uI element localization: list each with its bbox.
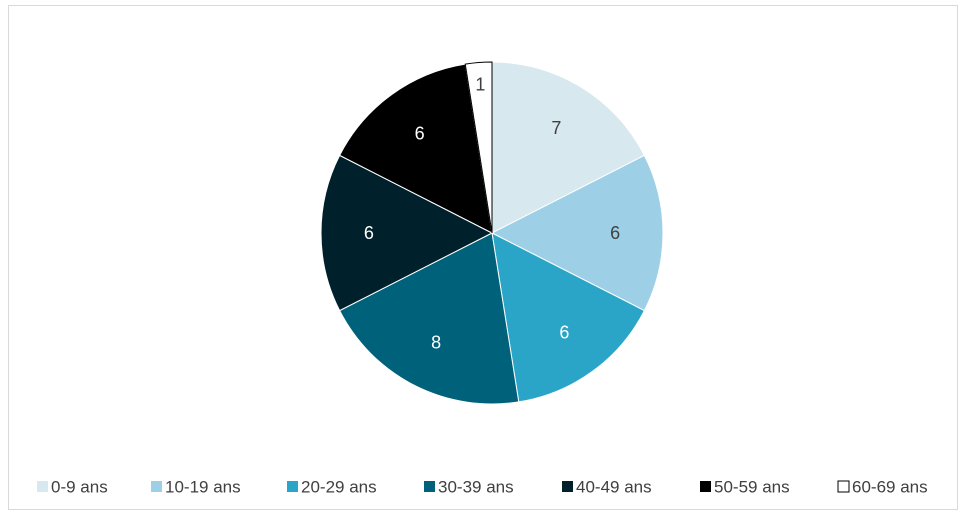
data-labels: 7 6 6 8 6 6 1	[364, 75, 620, 353]
legend-label-10-19-ans: 10-19 ans	[165, 478, 241, 497]
legend-label-50-59-ans: 50-59 ans	[714, 478, 790, 497]
legend-item-50-59-ans: 50-59 ans	[700, 478, 790, 497]
data-label-0-9-ans: 7	[551, 118, 561, 138]
pie-slice-20-29-ans	[491, 232, 646, 403]
data-label-10-19-ans: 6	[610, 223, 620, 243]
pie-slice-0-9-ans	[491, 61, 646, 234]
legend-swatch-30-39-ans	[424, 481, 435, 492]
legend-label-20-29-ans: 20-29 ans	[301, 478, 377, 497]
legend-swatch-60-69-ans	[837, 480, 850, 493]
pie-slice-50-59-ans	[338, 63, 493, 234]
pie-slice-30-39-ans	[338, 232, 520, 405]
pie-slice-10-19-ans	[490, 154, 664, 312]
legend-item-0-9-ans: 0-9 ans	[37, 478, 108, 497]
legend: 0-9 ans 10-19 ans 20-29 ans 30-39 ans 40-49 …	[37, 478, 928, 497]
data-label-20-29-ans: 6	[559, 323, 569, 343]
legend-swatch-40-49-ans	[562, 481, 573, 492]
data-label-30-39-ans: 8	[431, 333, 441, 353]
legend-label-60-69-ans: 60-69 ans	[852, 478, 928, 497]
legend-label-40-49-ans: 40-49 ans	[576, 478, 652, 497]
pie-slice-40-49-ans	[320, 154, 494, 312]
legend-swatch-10-19-ans	[151, 481, 162, 492]
legend-label-30-39-ans: 30-39 ans	[438, 478, 514, 497]
legend-swatch-50-59-ans	[700, 481, 711, 492]
data-label-50-59-ans: 6	[415, 123, 425, 143]
legend-item-60-69-ans: 60-69 ans	[837, 478, 928, 497]
legend-swatch-0-9-ans	[37, 481, 48, 492]
pie-slices	[320, 61, 664, 405]
legend-label-0-9-ans: 0-9 ans	[51, 478, 108, 497]
legend-item-10-19-ans: 10-19 ans	[151, 478, 241, 497]
pie-slice-60-69-ans	[464, 61, 493, 234]
legend-item-20-29-ans: 20-29 ans	[287, 478, 377, 497]
legend-swatch-20-29-ans	[287, 481, 298, 492]
data-label-60-69-ans: 1	[475, 75, 485, 95]
legend-item-30-39-ans: 30-39 ans	[424, 478, 514, 497]
data-label-40-49-ans: 6	[364, 223, 374, 243]
legend-item-40-49-ans: 40-49 ans	[562, 478, 652, 497]
